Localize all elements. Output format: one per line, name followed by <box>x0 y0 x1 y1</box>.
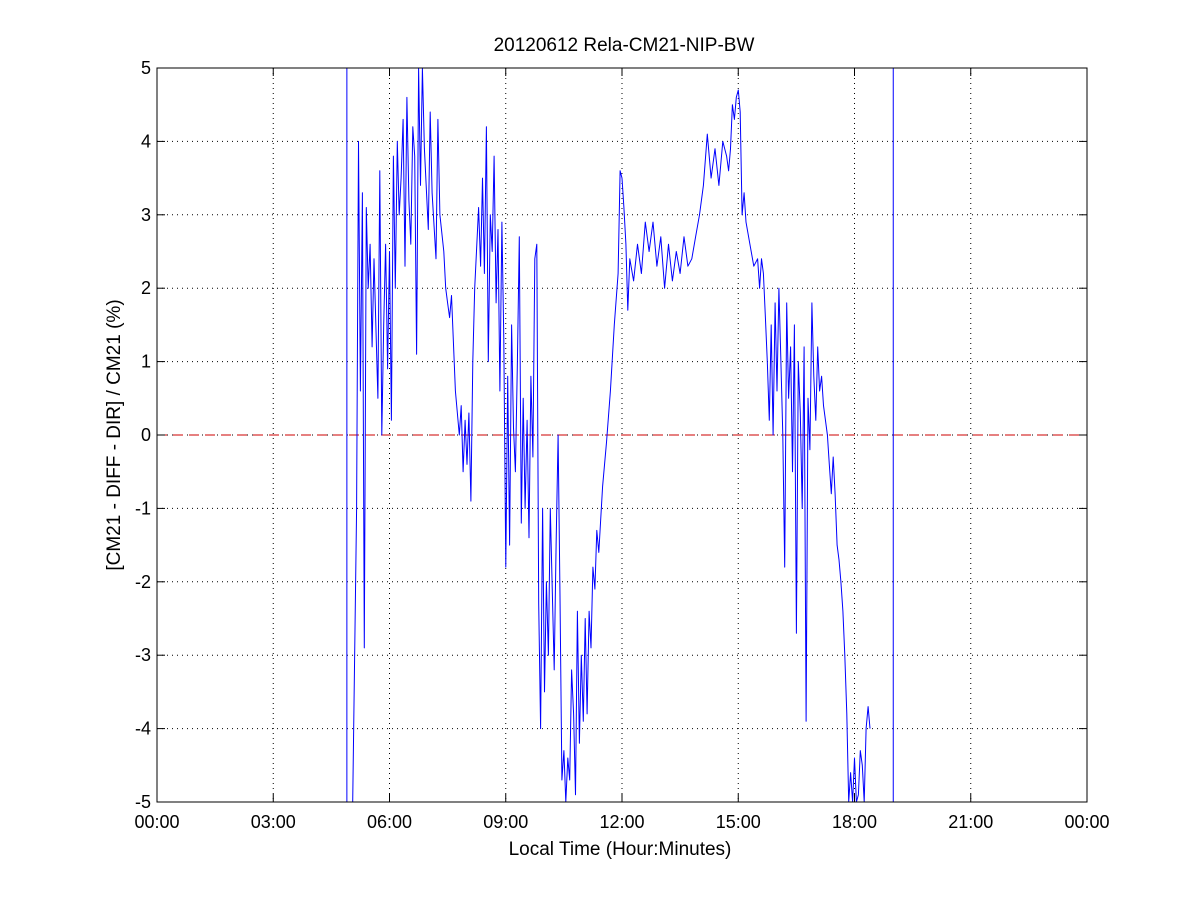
y-tick-label: 2 <box>141 278 151 298</box>
y-tick-label: 0 <box>141 425 151 445</box>
y-tick-label: -1 <box>135 498 151 518</box>
chart-title: 20120612 Rela-CM21-NIP-BW <box>494 35 755 56</box>
x-tick-label: 09:00 <box>483 812 528 832</box>
series-layer <box>352 67 871 803</box>
x-axis-ticks: 00:00 03:00 06:00 09:00 12:00 15:00 18:00 21:00… <box>134 68 1110 832</box>
x-tick-label: 21:00 <box>948 812 993 832</box>
y-tick-label: 5 <box>141 58 151 78</box>
x-tick-label: 00:00 <box>134 812 179 832</box>
y-tick-label: -2 <box>135 572 151 592</box>
x-tick-label: 15:00 <box>716 812 761 832</box>
y-axis-label: [CM21 - DIFF - DIR] / CM21 (%) <box>104 299 125 570</box>
y-tick-label: -5 <box>135 792 151 812</box>
y-tick-label: 3 <box>141 205 151 225</box>
x-tick-label: 00:00 <box>1064 812 1109 832</box>
x-axis-label: Local Time (Hour:Minutes) <box>509 839 732 860</box>
y-tick-label: -4 <box>135 719 151 739</box>
x-tick-label: 18:00 <box>832 812 877 832</box>
series-line-0 <box>352 67 871 803</box>
y-tick-label: 1 <box>141 352 151 372</box>
x-tick-label: 03:00 <box>251 812 296 832</box>
y-tick-label: 4 <box>141 131 151 151</box>
x-tick-label: 12:00 <box>599 812 644 832</box>
reference-lines <box>157 68 1087 802</box>
y-tick-label: -3 <box>135 645 151 665</box>
y-axis-ticks: -5 -4 -3 -2 -1 0 1 2 3 4 5 <box>135 58 1087 812</box>
x-tick-label: 06:00 <box>367 812 412 832</box>
